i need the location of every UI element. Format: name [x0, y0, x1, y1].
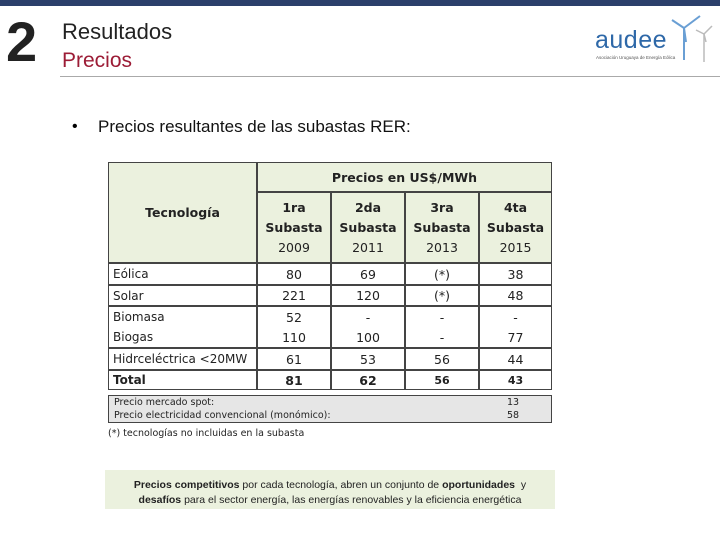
- cell: 61: [257, 348, 331, 370]
- cell: -: [405, 327, 479, 348]
- column-header: 2da Subasta 2011: [331, 192, 405, 263]
- logo-turbine: [671, 15, 713, 62]
- note-label: Precio electricidad convencional (monómi…: [114, 410, 331, 421]
- cell: 38: [479, 263, 552, 285]
- column-header: 3ra Subasta 2013: [405, 192, 479, 263]
- row-label: Eólica: [108, 263, 257, 285]
- column-header-line: 3ra: [430, 199, 454, 215]
- top-bar: [0, 0, 720, 6]
- cell: 81: [257, 370, 331, 390]
- callout-segment: para el sector energía, las energías ren…: [181, 494, 522, 506]
- callout-segment: Precios competitivos: [133, 479, 240, 491]
- column-header-line: Subasta: [339, 219, 397, 235]
- cell: 221: [257, 285, 331, 306]
- group-header: Precios en US$/MWh: [257, 162, 552, 192]
- cell: 43: [479, 370, 552, 390]
- note-value: 58: [506, 410, 520, 421]
- column-header-line: Subasta: [486, 219, 545, 235]
- column-header-line: Subasta: [413, 219, 471, 235]
- cell: 56: [405, 348, 479, 370]
- callout-segment: desafíos: [138, 494, 182, 506]
- bullet-dot: •: [72, 118, 78, 135]
- column-header-line: 2da: [354, 199, 382, 215]
- column-header-line: 2011: [352, 239, 384, 255]
- cell: -: [331, 306, 405, 327]
- divider: [60, 76, 720, 77]
- column-header-line: 2013: [426, 239, 458, 255]
- column-header-line: 1ra: [282, 199, 306, 215]
- cell: 100: [331, 327, 405, 348]
- row-label: Total: [108, 370, 257, 390]
- note-label: Precio mercado spot:: [114, 397, 215, 408]
- cell: 120: [331, 285, 405, 306]
- column-header-line: 2009: [278, 239, 310, 255]
- column-header-line: 4ta: [503, 199, 528, 215]
- cell: 62: [331, 370, 405, 390]
- row-label: Solar: [108, 285, 257, 306]
- cell: 44: [479, 348, 552, 370]
- cell: 110: [257, 327, 331, 348]
- notes-bg: [108, 395, 552, 423]
- title: Resultados: [62, 19, 173, 44]
- cell: 56: [405, 370, 479, 390]
- row-header: Tecnología: [108, 162, 257, 263]
- logo-tagline: Asociación Uruguaya de Energía Eólica: [596, 55, 676, 60]
- logo-text: audee: [595, 26, 668, 54]
- cell: 52: [257, 306, 331, 327]
- callout-segment: y: [515, 479, 530, 491]
- subtitle: Precios: [62, 49, 133, 72]
- footnote: (*) tecnologías no incluidas en la subas…: [108, 427, 305, 439]
- column-header: 4ta Subasta 2015: [479, 192, 552, 263]
- cell: -: [479, 306, 552, 327]
- cell: (*): [405, 263, 479, 285]
- callout: Precios competitivos por cada tecnología…: [105, 470, 555, 509]
- cell: 80: [257, 263, 331, 285]
- section-number: 2: [6, 10, 38, 73]
- bullet-text: Precios resultantes de las subastas RER:: [98, 117, 411, 136]
- cell: 77: [479, 327, 552, 348]
- column-header: 1ra Subasta 2009: [257, 192, 331, 263]
- row-label: Hidrceléctrica <20MW: [108, 348, 257, 370]
- cell: -: [405, 306, 479, 327]
- column-header-line: 2015: [499, 239, 532, 255]
- cell: (*): [405, 285, 479, 306]
- callout-segment: oportunidades: [442, 479, 515, 491]
- note-value: 13: [506, 397, 520, 408]
- row-label: Biomasa: [108, 306, 257, 327]
- cell: 69: [331, 263, 405, 285]
- cell: 53: [331, 348, 405, 370]
- cell: 48: [479, 285, 552, 306]
- callout-segment: por cada tecnología, abren un conjunto d…: [239, 479, 443, 491]
- column-header-line: Subasta: [265, 219, 323, 235]
- row-label: Biogas: [108, 327, 257, 348]
